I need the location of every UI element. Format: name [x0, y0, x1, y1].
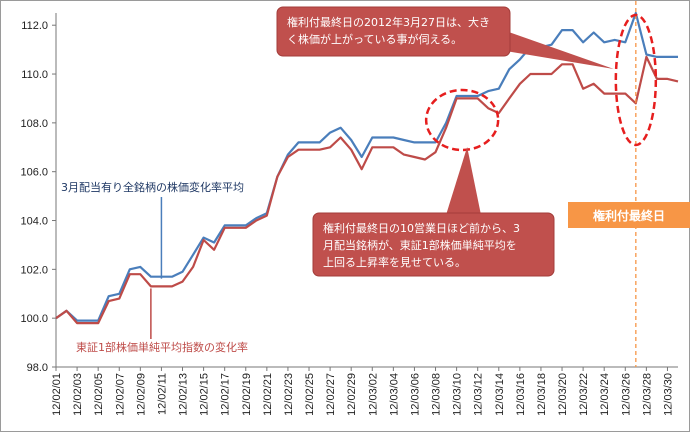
- x-tick-label: 12/03/06: [409, 373, 421, 416]
- x-tick-label: 12/03/24: [599, 373, 611, 416]
- x-tick-label: 12/02/29: [346, 373, 358, 416]
- x-tick-label: 12/02/21: [262, 373, 274, 416]
- callout-mid-line: 権利付最終日の10営業日ほど前から、3: [323, 221, 520, 235]
- callout-top-tail: [506, 31, 614, 69]
- y-tick-label: 102.0: [20, 264, 48, 276]
- x-tick-label: 12/03/20: [557, 373, 569, 416]
- x-tick-label: 12/02/15: [199, 373, 211, 416]
- x-tick-label: 12/03/10: [452, 373, 464, 416]
- x-tick-label: 12/02/01: [51, 373, 63, 416]
- callout-mid-box: [312, 212, 555, 277]
- series-lines: [55, 11, 679, 325]
- x-tick-labels: 12/02/01 12/02/03 12/02/05 12/02/07 12/02/09…: [51, 373, 674, 416]
- callout-top-line: 権利付最終日の2012年3月27日は、大き: [287, 15, 490, 29]
- series-line-2: [55, 55, 679, 325]
- axes: [52, 13, 678, 371]
- record-date-badge: [568, 202, 690, 228]
- x-tick-label: 12/03/18: [536, 373, 548, 416]
- x-tick-label: 12/03/30: [662, 373, 674, 416]
- callout-mid-line: 上回る上昇率を見せている。: [323, 255, 466, 269]
- y-tick-label: 106.0: [20, 167, 48, 179]
- x-tick-label: 12/02/17: [220, 373, 232, 416]
- series-label-2: 東証1部株価単純平均指数の変化率: [76, 340, 248, 354]
- x-tick-label: 12/03/26: [620, 373, 632, 416]
- y-tick-labels: 98.0 100.0 102.0 104.0 106.0 108.0 110.0 112.0: [20, 20, 48, 374]
- x-tick-label: 12/03/02: [367, 373, 379, 416]
- x-tick-label: 12/02/03: [72, 373, 84, 416]
- y-tick-label: 112.0: [21, 20, 48, 32]
- x-tick-label: 12/02/07: [114, 373, 126, 416]
- y-tick-label: 100.0: [20, 313, 48, 325]
- x-tick-label: 12/02/09: [135, 373, 147, 416]
- highlight-ellipse-right: [614, 13, 658, 147]
- y-tick-label: 110.0: [21, 69, 48, 81]
- callout-mid-line: 月配当銘柄が、東証1部株価単純平均を: [323, 238, 517, 252]
- series-label-1: 3月配当有り全銘柄の株価変化率平均: [61, 180, 244, 194]
- x-tick-label: 12/03/08: [431, 373, 443, 416]
- y-tick-label: 108.0: [20, 118, 48, 130]
- x-tick-label: 12/02/27: [325, 373, 337, 416]
- series-line-1: [55, 11, 678, 322]
- x-tick-label: 12/03/12: [473, 373, 485, 416]
- y-tick-label: 104.0: [20, 216, 48, 228]
- record-date-badge-label: 権利付最終日: [593, 208, 665, 223]
- callout-top-line: く株価が上がっている事が伺える。: [287, 32, 462, 46]
- x-tick-label: 12/03/22: [578, 373, 590, 416]
- x-tick-label: 12/03/04: [388, 373, 400, 416]
- x-tick-label: 12/02/19: [241, 373, 253, 416]
- highlight-ellipse-middle: [424, 88, 500, 152]
- x-tick-label: 12/03/28: [641, 373, 653, 416]
- x-tick-label: 12/02/13: [178, 373, 190, 416]
- callout-mid-tail: [446, 147, 481, 215]
- callout-top-box: [276, 6, 511, 57]
- y-tick-label: 98.0: [27, 362, 48, 374]
- x-tick-label: 12/03/16: [515, 373, 527, 416]
- x-tick-label: 12/02/23: [283, 373, 295, 416]
- x-tick-label: 12/02/11: [156, 373, 168, 415]
- x-tick-label: 12/02/25: [304, 373, 316, 416]
- x-tick-label: 12/02/05: [93, 373, 105, 416]
- x-tick-label: 12/03/14: [494, 373, 506, 416]
